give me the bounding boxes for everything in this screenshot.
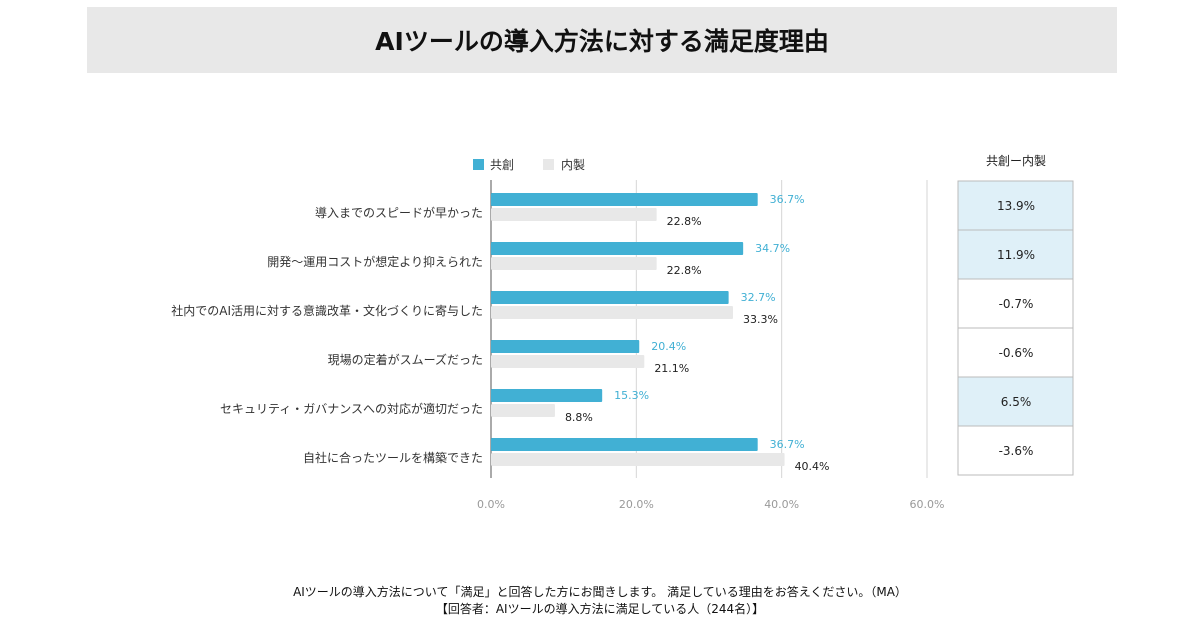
bar-kyoso <box>491 193 758 206</box>
x-tick-label: 60.0% <box>910 498 945 511</box>
bar-naisei <box>491 257 657 270</box>
data-label: 40.4% <box>795 460 830 473</box>
diff-table-header: 共創ー内製 <box>986 154 1046 168</box>
data-label: 22.8% <box>667 264 702 277</box>
diff-value: 6.5% <box>1001 395 1032 409</box>
category-label: セキュリティ・ガバナンスへの対応が適切だった <box>220 401 483 416</box>
data-label: 20.4% <box>651 340 686 353</box>
bar-naisei <box>491 208 657 221</box>
diff-table-cell <box>957 376 1074 427</box>
footnote: AIツールの導入方法について「満足」と回答した方にお聞きします。 満足している理… <box>0 584 1200 618</box>
legend-label: 内製 <box>561 158 585 172</box>
footnote-respondents: 【回答者：AIツールの導入方法に満足している人（244名）】 <box>435 602 765 616</box>
x-tick-label: 0.0% <box>477 498 505 511</box>
bar-naisei <box>491 355 645 368</box>
data-label: 21.1% <box>654 362 689 375</box>
diff-value: 13.9% <box>997 199 1035 213</box>
diff-value: -0.6% <box>999 346 1034 360</box>
bar-kyoso <box>491 242 744 255</box>
bar-kyoso <box>491 438 758 451</box>
category-label: 開発〜運用コストが想定より抑えられた <box>267 254 483 269</box>
diff-value: 11.9% <box>997 248 1035 262</box>
diff-table-cell <box>957 425 1074 476</box>
data-label: 36.7% <box>770 193 805 206</box>
x-tick-label: 20.0% <box>619 498 654 511</box>
bar-naisei <box>491 306 733 319</box>
category-label: 社内でのAI活用に対する意識改革・文化づくりに寄与した <box>171 303 483 318</box>
diff-value: -3.6% <box>999 444 1034 458</box>
legend-label: 共創 <box>490 158 514 172</box>
data-label: 22.8% <box>667 215 702 228</box>
data-label: 32.7% <box>741 291 776 304</box>
bar-kyoso <box>491 389 603 402</box>
data-label: 36.7% <box>770 438 805 451</box>
footnote-question: AIツールの導入方法について「満足」と回答した方にお聞きします。 満足している理… <box>293 585 907 599</box>
data-label: 33.3% <box>743 313 778 326</box>
category-label: 現場の定着がスムーズだった <box>328 352 483 367</box>
legend-swatch-kyoso <box>473 159 484 170</box>
x-tick-label: 40.0% <box>764 498 799 511</box>
diff-table-cell <box>957 327 1074 378</box>
category-label: 自社に合ったツールを構築できた <box>303 450 483 465</box>
diff-table-cell <box>957 229 1074 280</box>
chart-title: AIツールの導入方法に対する満足度理由 <box>87 7 1117 73</box>
bar-naisei <box>491 453 785 466</box>
bar-naisei <box>491 404 555 417</box>
data-label: 15.3% <box>614 389 649 402</box>
bar-kyoso <box>491 340 640 353</box>
legend-swatch-naisei <box>543 159 554 170</box>
bar-kyoso <box>491 291 729 304</box>
diff-value: -0.7% <box>999 297 1034 311</box>
data-label: 8.8% <box>565 411 593 424</box>
data-label: 34.7% <box>755 242 790 255</box>
diff-table-cell <box>957 180 1074 231</box>
category-label: 導入までのスピードが早かった <box>315 205 483 220</box>
